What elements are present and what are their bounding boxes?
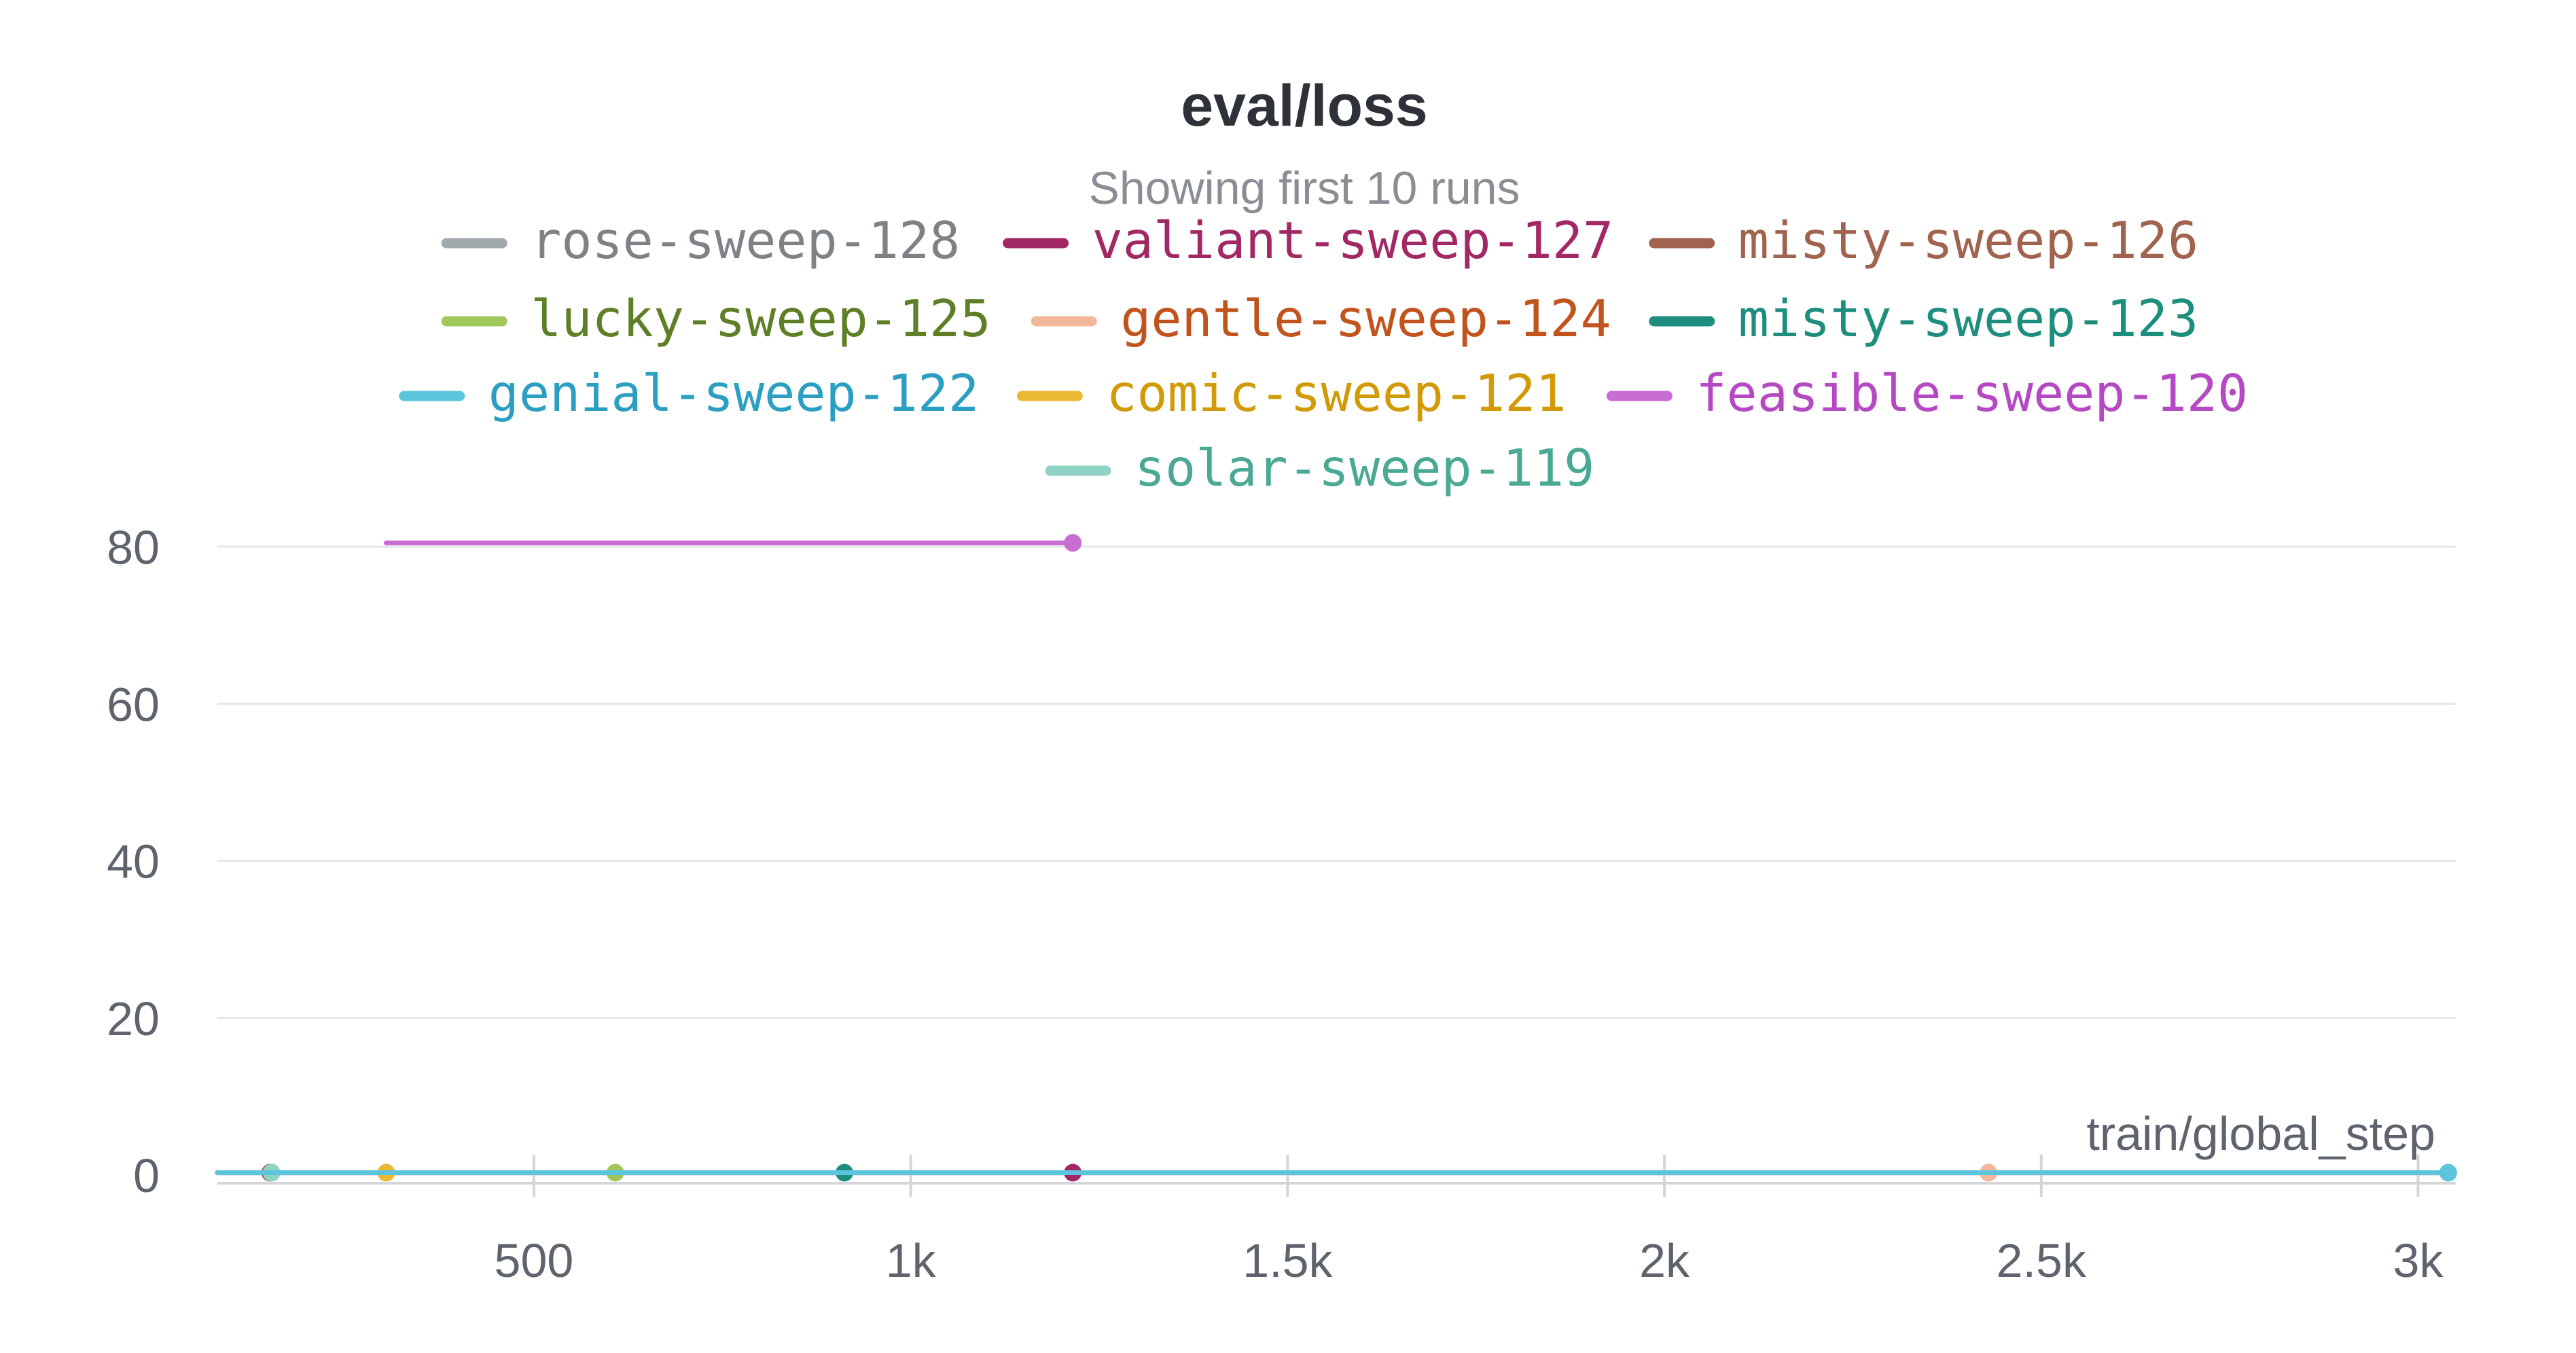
x-tick-label: 2.5k bbox=[1997, 1234, 2087, 1287]
y-tick-label: 80 bbox=[107, 521, 160, 574]
x-tick-label: 2k bbox=[1639, 1234, 1690, 1287]
y-tick-label: 60 bbox=[107, 678, 160, 731]
y-tick-label: 20 bbox=[107, 992, 160, 1045]
y-tick-label: 40 bbox=[107, 835, 160, 888]
legend-label-feasible-sweep-120: feasible-sweep-120 bbox=[1696, 363, 2248, 423]
x-tick-label: 500 bbox=[495, 1234, 574, 1287]
legend-label-genial-sweep-122: genial-sweep-122 bbox=[488, 363, 979, 423]
x-tick-label: 1.5k bbox=[1242, 1234, 1333, 1287]
legend-label-gentle-sweep-124: gentle-sweep-124 bbox=[1120, 289, 1611, 348]
x-tick-label: 1k bbox=[886, 1234, 937, 1287]
series-end-marker-feasible-sweep-120 bbox=[1064, 534, 1082, 552]
legend-label-rose-sweep-128: rose-sweep-128 bbox=[531, 211, 960, 270]
series-end-marker-genial-sweep-122 bbox=[2439, 1163, 2457, 1182]
series-lines bbox=[215, 534, 2457, 1182]
legend-label-misty-sweep-126: misty-sweep-126 bbox=[1738, 211, 2198, 270]
chart-subtitle: Showing first 10 runs bbox=[1089, 162, 1520, 214]
x-tick-label: 3k bbox=[2393, 1234, 2444, 1287]
y-tick-label: 0 bbox=[133, 1149, 160, 1202]
legend-label-valiant-sweep-127: valiant-sweep-127 bbox=[1092, 211, 1614, 270]
legend-label-misty-sweep-123: misty-sweep-123 bbox=[1738, 289, 2198, 348]
legend-label-lucky-sweep-125: lucky-sweep-125 bbox=[531, 289, 990, 348]
y-axis: 0 20 40 60 80 bbox=[107, 521, 160, 1202]
legend: rose-sweep-128 valiant-sweep-127 misty-swe… bbox=[399, 211, 2248, 498]
x-axis: 500 1k 1.5k 2k 2.5k 3k bbox=[217, 1155, 2456, 1287]
x-axis-title: train/global_step bbox=[2086, 1107, 2435, 1160]
grid-lines bbox=[217, 545, 2456, 1176]
legend-label-solar-sweep-119: solar-sweep-119 bbox=[1134, 438, 1594, 498]
legend-label-comic-sweep-121: comic-sweep-121 bbox=[1106, 363, 1566, 423]
chart-title: eval/loss bbox=[1181, 73, 1427, 139]
